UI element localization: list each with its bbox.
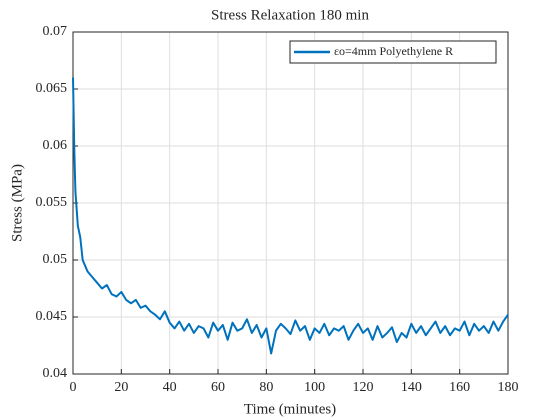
y-tick-label: 0.05 bbox=[43, 252, 68, 267]
y-tick-label: 0.055 bbox=[36, 195, 68, 210]
plot-frame bbox=[72, 31, 509, 375]
y-tick-label: 0.04 bbox=[43, 366, 68, 381]
x-axis-label: Time (minutes) bbox=[244, 401, 336, 417]
y-tick-label: 0.06 bbox=[43, 138, 68, 153]
y-tick-label: 0.045 bbox=[36, 309, 68, 324]
x-tick-label: 20 bbox=[114, 380, 128, 395]
y-tick-label: 0.065 bbox=[36, 81, 68, 96]
data-line bbox=[72, 77, 509, 355]
x-tick-label: 180 bbox=[498, 380, 519, 395]
x-tick-label: 100 bbox=[304, 380, 325, 395]
y-axis-label: Stress (MPa) bbox=[9, 164, 25, 242]
x-tick-label: 40 bbox=[163, 380, 177, 395]
x-tick-label: 160 bbox=[449, 380, 470, 395]
x-tick-label: 80 bbox=[259, 380, 273, 395]
y-tick-label: 0.07 bbox=[43, 24, 68, 39]
x-tick-label: 60 bbox=[211, 380, 225, 395]
legend-label: εo=4mm Polyethylene R bbox=[334, 44, 453, 58]
x-tick-label: 120 bbox=[353, 380, 374, 395]
legend-box bbox=[289, 40, 497, 64]
x-tick-label: 0 bbox=[70, 380, 77, 395]
x-tick-label: 140 bbox=[401, 380, 422, 395]
chart-title: Stress Relaxation 180 min bbox=[211, 7, 369, 23]
